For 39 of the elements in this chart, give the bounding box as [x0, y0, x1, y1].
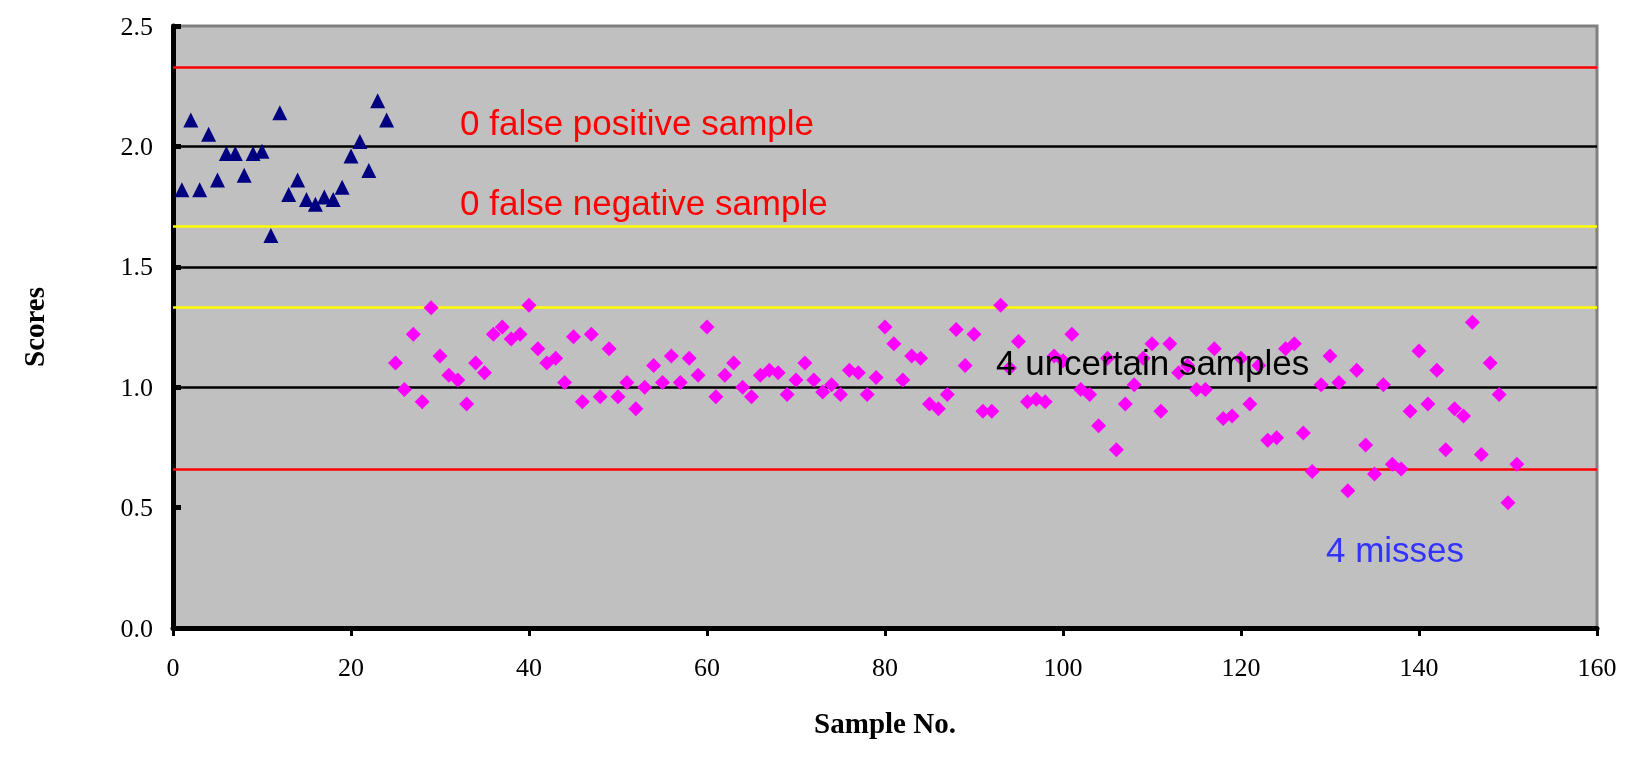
point: [201, 126, 217, 142]
y-tick-label: 1.5: [120, 252, 153, 282]
point: [343, 148, 359, 164]
x-tick-label: 0: [166, 652, 180, 682]
x-axis-title: Sample No.: [814, 706, 956, 739]
point: [236, 167, 252, 183]
annotation: 0 false negative sample: [460, 183, 828, 222]
point: [290, 172, 306, 188]
y-tick-label: 0.5: [120, 493, 153, 523]
point: [361, 162, 377, 178]
y-axis-title: Scores: [17, 286, 50, 368]
x-tick-label: 20: [338, 652, 364, 682]
point: [281, 187, 297, 203]
point: [334, 179, 350, 195]
x-tick-label: 40: [516, 652, 542, 682]
point: [183, 112, 199, 128]
annotation: 4 misses: [1326, 530, 1465, 569]
point: [174, 182, 190, 198]
annotation: 0 false positive sample: [460, 103, 815, 142]
point: [299, 191, 314, 207]
x-tick-label: 160: [1577, 652, 1617, 682]
point: [307, 196, 323, 212]
y-tick-label: 2.5: [120, 11, 153, 41]
point: [325, 191, 341, 207]
point: [352, 134, 368, 150]
point: [370, 93, 386, 109]
y-tick-label: 1.0: [120, 372, 153, 402]
point: [210, 172, 225, 188]
y-tick-label: 2.0: [120, 131, 153, 161]
y-tick-label: 0.0: [120, 613, 153, 643]
x-tick-label: 120: [1221, 652, 1261, 682]
point: [379, 112, 395, 128]
x-tick-label: 60: [694, 652, 720, 682]
x-tick-label: 100: [1043, 652, 1083, 682]
x-tick-label: 140: [1399, 652, 1439, 682]
point: [263, 228, 279, 243]
x-tick-label: 80: [872, 652, 898, 682]
point: [192, 182, 208, 198]
point: [272, 105, 288, 121]
